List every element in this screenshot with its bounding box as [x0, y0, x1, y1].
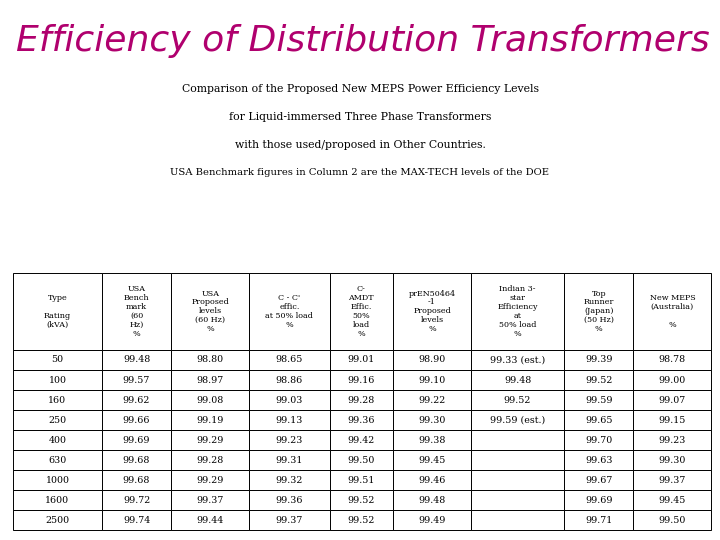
Text: New MEPS
(Australia)

%: New MEPS (Australia) %	[649, 294, 696, 329]
Text: for Liquid-immersed Three Phase Transformers: for Liquid-immersed Three Phase Transfor…	[229, 112, 491, 122]
Text: 99.59 (est.): 99.59 (est.)	[490, 416, 545, 424]
Text: 99.31: 99.31	[276, 456, 303, 464]
Text: USA
Proposed
levels
(60 Hz)
%: USA Proposed levels (60 Hz) %	[192, 289, 229, 333]
Text: 99.03: 99.03	[276, 396, 303, 404]
Text: 99.57: 99.57	[123, 375, 150, 384]
Text: 99.36: 99.36	[348, 416, 375, 424]
Text: 99.19: 99.19	[197, 416, 224, 424]
Text: 630: 630	[48, 456, 66, 464]
Text: 99.38: 99.38	[418, 436, 446, 444]
Text: 99.01: 99.01	[348, 355, 375, 364]
Text: 99.28: 99.28	[348, 396, 375, 404]
Text: 99.52: 99.52	[504, 396, 531, 404]
Text: 99.68: 99.68	[123, 456, 150, 464]
Text: Indian 3-
star
Efficiency
at
50% load
%: Indian 3- star Efficiency at 50% load %	[498, 285, 538, 338]
Text: Type

Rating
(kVA): Type Rating (kVA)	[44, 294, 71, 329]
Text: 99.49: 99.49	[418, 516, 446, 525]
Text: 400: 400	[48, 436, 66, 444]
Text: 99.69: 99.69	[123, 436, 150, 444]
Text: C-
AMDT
Effic.
50%
load
%: C- AMDT Effic. 50% load %	[348, 285, 374, 338]
Text: Efficiency of Distribution Transformers: Efficiency of Distribution Transformers	[16, 24, 710, 58]
Text: 99.48: 99.48	[418, 496, 446, 505]
Text: 99.74: 99.74	[123, 516, 150, 525]
Text: 98.80: 98.80	[197, 355, 224, 364]
Text: 99.28: 99.28	[197, 456, 224, 464]
Text: 99.45: 99.45	[418, 456, 446, 464]
Text: 99.30: 99.30	[418, 416, 446, 424]
Text: 99.30: 99.30	[659, 456, 686, 464]
Text: 99.66: 99.66	[123, 416, 150, 424]
Text: 99.33 (est.): 99.33 (est.)	[490, 355, 545, 364]
Text: 99.48: 99.48	[123, 355, 150, 364]
Text: USA
Bench
mark
(60
Hz)
%: USA Bench mark (60 Hz) %	[124, 285, 149, 338]
Text: 99.51: 99.51	[348, 476, 375, 485]
Text: 99.10: 99.10	[418, 375, 446, 384]
Text: 1000: 1000	[45, 476, 69, 485]
Text: 98.90: 98.90	[418, 355, 446, 364]
Text: 99.36: 99.36	[276, 496, 303, 505]
Text: 99.39: 99.39	[585, 355, 613, 364]
Text: 100: 100	[48, 375, 66, 384]
Text: 99.69: 99.69	[585, 496, 613, 505]
Text: 99.23: 99.23	[276, 436, 303, 444]
Text: 99.52: 99.52	[585, 375, 613, 384]
Text: 99.16: 99.16	[348, 375, 375, 384]
Text: 98.65: 98.65	[276, 355, 303, 364]
Text: C - C'
effic.
at 50% load
%: C - C' effic. at 50% load %	[266, 294, 313, 329]
Text: 99.07: 99.07	[659, 396, 686, 404]
Text: 99.22: 99.22	[418, 396, 446, 404]
Text: 98.78: 98.78	[659, 355, 686, 364]
Text: 99.29: 99.29	[197, 476, 224, 485]
Text: 99.42: 99.42	[348, 436, 375, 444]
Text: prEN50464
-1
Proposed
levels
%: prEN50464 -1 Proposed levels %	[408, 289, 456, 333]
Text: 99.37: 99.37	[197, 496, 224, 505]
Text: 99.50: 99.50	[659, 516, 686, 525]
Text: 99.29: 99.29	[197, 436, 224, 444]
Text: 99.68: 99.68	[123, 476, 150, 485]
Text: 99.65: 99.65	[585, 416, 613, 424]
Text: 1600: 1600	[45, 496, 69, 505]
Text: 250: 250	[48, 416, 66, 424]
Text: 99.72: 99.72	[123, 496, 150, 505]
Text: 160: 160	[48, 396, 66, 404]
Text: 99.00: 99.00	[659, 375, 686, 384]
Text: 99.37: 99.37	[276, 516, 303, 525]
Text: 99.52: 99.52	[348, 496, 375, 505]
Text: 99.15: 99.15	[659, 416, 686, 424]
Text: 99.45: 99.45	[659, 496, 686, 505]
Text: 99.08: 99.08	[197, 396, 224, 404]
Text: 99.44: 99.44	[197, 516, 224, 525]
Text: 99.37: 99.37	[659, 476, 686, 485]
Text: 99.32: 99.32	[276, 476, 303, 485]
Text: Top
Runner
(Japan)
(50 Hz)
%: Top Runner (Japan) (50 Hz) %	[584, 289, 614, 333]
Text: 99.52: 99.52	[348, 516, 375, 525]
Text: 99.67: 99.67	[585, 476, 613, 485]
Text: 99.71: 99.71	[585, 516, 613, 525]
Text: 98.97: 98.97	[197, 375, 224, 384]
Text: 99.23: 99.23	[659, 436, 686, 444]
Text: 99.59: 99.59	[585, 396, 613, 404]
Text: 98.86: 98.86	[276, 375, 303, 384]
Text: with those used/proposed in Other Countries.: with those used/proposed in Other Countr…	[235, 140, 485, 150]
Text: USA Benchmark figures in Column 2 are the MAX-TECH levels of the DOE: USA Benchmark figures in Column 2 are th…	[171, 168, 549, 177]
Text: 99.63: 99.63	[585, 456, 613, 464]
Text: Comparison of the Proposed New MEPS Power Efficiency Levels: Comparison of the Proposed New MEPS Powe…	[181, 84, 539, 94]
Text: 99.70: 99.70	[585, 436, 613, 444]
Text: 2500: 2500	[45, 516, 69, 525]
Text: 50: 50	[51, 355, 63, 364]
Text: 99.48: 99.48	[504, 375, 531, 384]
Text: 99.62: 99.62	[123, 396, 150, 404]
Text: 99.46: 99.46	[418, 476, 446, 485]
Text: 99.13: 99.13	[276, 416, 303, 424]
Text: 99.50: 99.50	[348, 456, 375, 464]
